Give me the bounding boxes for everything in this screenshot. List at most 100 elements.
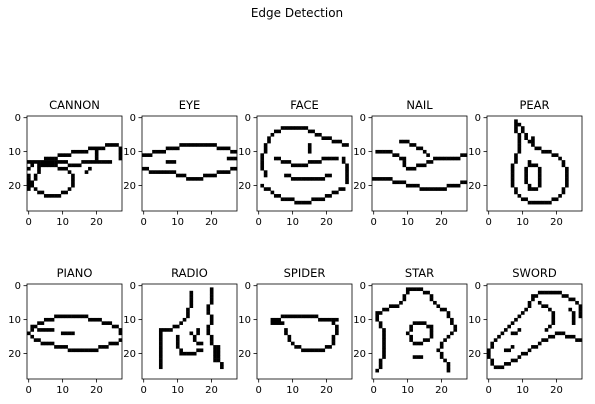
edge-pixel: [422, 321, 427, 325]
edge-pixel: [402, 294, 407, 298]
edge-pixel: [273, 129, 278, 134]
edge-pixel: [436, 187, 441, 191]
edge-pixel: [101, 160, 106, 164]
y-tick-label: 10: [8, 315, 21, 326]
edge-pixel: [43, 156, 48, 161]
edge-pixel: [71, 348, 75, 353]
edge-pixel: [409, 328, 413, 332]
edge-pixel: [203, 143, 207, 147]
edge-pixel: [27, 177, 31, 181]
edge-pixel: [571, 317, 576, 322]
edge-pixel: [409, 183, 413, 188]
edge-pixel: [419, 187, 424, 191]
edge-pixel: [284, 126, 288, 130]
edge-pixel: [510, 170, 515, 174]
edge-pixel: [433, 187, 437, 191]
edge-pixel: [578, 311, 583, 315]
edge-pixel: [199, 348, 204, 353]
edge-pixel: [284, 328, 288, 332]
edge-pixel: [192, 177, 197, 181]
edge-pixel: [517, 149, 522, 154]
edge-pixel: [230, 156, 234, 161]
edge-pixel: [60, 345, 65, 349]
panel-eye: EYE 0 10 20 0 10 20: [123, 98, 238, 228]
edge-pixel: [565, 170, 569, 174]
edge-pixel: [64, 153, 68, 157]
edge-pixel: [27, 173, 31, 178]
edge-pixel: [105, 143, 109, 147]
edge-pixel: [43, 328, 48, 332]
edge-pixel: [548, 200, 552, 205]
edge-pixel: [290, 341, 295, 346]
edge-pixel: [321, 156, 326, 161]
edge-pixel: [27, 166, 31, 171]
edge-pixel: [162, 170, 166, 174]
edge-pixel: [324, 345, 329, 349]
edge-pixel: [67, 187, 72, 191]
edge-pixel: [514, 317, 518, 322]
edge-pixel: [209, 314, 214, 319]
edge-pixel: [290, 126, 295, 130]
edge-pixel: [209, 294, 214, 298]
edge-pixel: [158, 328, 163, 332]
edge-pixel: [64, 160, 68, 164]
edge-pixel: [260, 160, 265, 164]
edge-pixel: [294, 314, 298, 319]
edge-pixel: [517, 328, 522, 332]
edge-pixel: [527, 300, 532, 305]
edge-pixel: [534, 345, 539, 349]
edge-pixel: [287, 334, 292, 339]
edge-pixel: [54, 163, 58, 168]
panel-face: FACE 0 10 20 0 10 20: [238, 98, 353, 228]
edge-pixel: [493, 365, 498, 370]
x-tick-label: 0: [256, 217, 262, 228]
edge-pixel: [47, 160, 51, 164]
edge-pixel: [419, 287, 424, 292]
edge-pixel: [169, 146, 173, 151]
edge-pixel: [213, 143, 217, 147]
edge-pixel: [405, 139, 410, 144]
edge-pixel: [158, 362, 163, 366]
edge-pixel: [311, 160, 315, 164]
edge-pixel: [118, 149, 123, 154]
edge-pixels-spider: [270, 314, 339, 353]
edge-pixel: [544, 338, 549, 342]
edge-pixel: [158, 355, 163, 359]
edge-pixel: [290, 314, 295, 319]
edge-pixel: [510, 321, 515, 325]
edge-pixel: [375, 317, 380, 322]
edge-pixel: [429, 331, 434, 336]
edge-pixel: [142, 166, 146, 171]
edge-pixel: [81, 149, 85, 154]
edge-pixel: [263, 187, 268, 191]
edge-pixel: [118, 338, 123, 342]
edge-pixel: [30, 324, 35, 329]
edge-pixel: [209, 287, 214, 292]
edge-pixel: [84, 160, 89, 164]
edge-pixel: [71, 163, 75, 168]
x-tick-label: 20: [320, 217, 333, 228]
edge-pixel: [565, 166, 569, 171]
edge-pixel: [409, 287, 413, 292]
edge-pixel: [537, 300, 542, 305]
edge-pixel: [43, 160, 48, 164]
edge-pixel: [399, 156, 403, 161]
edge-pixel: [287, 314, 292, 319]
edge-pixel: [558, 156, 562, 161]
edge-pixel: [37, 166, 41, 171]
y-tick-label: 0: [475, 113, 481, 124]
edge-pixel: [500, 331, 505, 336]
edge-pixel: [382, 348, 386, 353]
edge-pixel: [541, 200, 545, 205]
edge-pixel: [213, 345, 217, 349]
edge-pixel: [321, 348, 326, 353]
edge-pixel: [517, 136, 522, 140]
edge-pixel: [324, 317, 329, 322]
edge-pixel: [71, 331, 75, 336]
edge-pixel: [402, 139, 407, 144]
edge-pixel: [548, 307, 552, 312]
edge-pixel: [517, 194, 522, 198]
edge-pixel: [290, 197, 295, 202]
edge-pixel: [108, 143, 113, 147]
edge-pixel: [490, 341, 495, 346]
